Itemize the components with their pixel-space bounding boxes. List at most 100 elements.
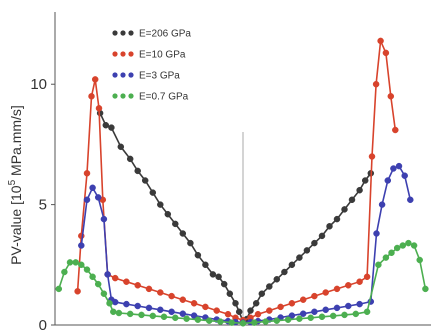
data-point: [141, 177, 149, 184]
legend-item: E=0.7 GPa: [112, 92, 189, 103]
data-point: [217, 318, 224, 325]
data-point: [202, 261, 209, 269]
data-point: [126, 155, 134, 163]
data-point: [252, 300, 260, 307]
series-lines: [55, 37, 429, 327]
legend-marker: [120, 72, 126, 78]
series-1: [96, 109, 375, 325]
data-point: [83, 266, 91, 273]
data-point: [368, 153, 376, 160]
data-point: [89, 184, 96, 192]
data-point: [104, 271, 111, 278]
legend-item: E=206 GPa: [112, 29, 191, 40]
data-point: [410, 242, 418, 249]
data-point: [273, 317, 281, 324]
data-point: [311, 292, 318, 300]
data-point: [254, 310, 262, 318]
data-point: [262, 318, 269, 325]
data-point: [333, 304, 341, 312]
series-3: [78, 162, 414, 326]
data-point: [345, 302, 352, 310]
series-4: [55, 239, 429, 327]
data-point: [326, 223, 333, 230]
y-tick-label: 0: [39, 317, 47, 334]
data-point: [288, 261, 296, 269]
data-point: [157, 289, 164, 296]
data-point: [407, 196, 414, 204]
data-point: [172, 220, 179, 228]
data-point: [108, 124, 115, 131]
data-point: [100, 290, 108, 297]
data-point: [399, 242, 407, 249]
data-point: [123, 300, 130, 308]
data-point: [235, 308, 243, 316]
legend-marker: [128, 51, 134, 57]
data-point: [179, 296, 187, 303]
data-point: [215, 273, 222, 281]
data-point: [311, 239, 318, 247]
data-point: [401, 172, 408, 179]
data-point: [277, 303, 284, 311]
data-point: [123, 278, 130, 285]
data-point: [187, 239, 194, 247]
data-point: [356, 300, 363, 308]
data-point: [117, 143, 125, 151]
data-point: [341, 206, 348, 213]
data-point: [356, 186, 363, 194]
data-point: [213, 307, 220, 314]
data-point: [168, 292, 175, 300]
legend-marker: [128, 72, 134, 78]
data-point: [296, 315, 303, 322]
legend-label: E=3 GPa: [139, 71, 180, 82]
data-point: [382, 49, 390, 57]
data-point: [345, 282, 352, 289]
y-tick-label: 10: [30, 76, 47, 93]
data-point: [377, 37, 384, 45]
data-point: [288, 300, 296, 307]
data-point: [190, 300, 198, 307]
data-point: [95, 105, 103, 112]
data-point: [194, 316, 202, 323]
data-point: [363, 273, 371, 281]
data-point: [100, 215, 108, 223]
data-point: [179, 230, 187, 237]
data-point: [78, 242, 85, 249]
data-point: [296, 254, 303, 261]
data-point: [111, 298, 119, 306]
legend-label: E=206 GPa: [139, 29, 191, 40]
data-point: [202, 303, 209, 311]
data-point: [134, 167, 141, 175]
data-point: [83, 196, 91, 204]
data-point: [393, 244, 401, 252]
data-point: [378, 201, 386, 208]
data-point: [341, 311, 348, 319]
data-point: [422, 285, 429, 293]
data-point: [149, 312, 157, 320]
data-point: [157, 306, 164, 314]
data-point: [395, 162, 403, 170]
y-axis-label: PV-value [105 MPa.mm/s]: [7, 105, 24, 265]
data-point: [303, 247, 311, 254]
data-point: [172, 314, 179, 322]
data-point: [83, 170, 91, 177]
data-point: [356, 278, 363, 285]
data-point: [232, 300, 239, 307]
data-point: [416, 256, 423, 264]
data-point: [160, 313, 168, 321]
data-point: [333, 285, 341, 293]
data-point: [239, 320, 247, 327]
data-point: [145, 285, 153, 293]
data-point: [363, 308, 371, 316]
legend: E=206 GPa E=10 GPa E=3 GPa E=0.7 GPa: [112, 29, 191, 103]
data-point: [183, 315, 190, 322]
legend-marker: [120, 93, 126, 99]
data-point: [228, 319, 235, 326]
data-point: [372, 80, 380, 88]
legend-marker: [120, 51, 126, 57]
legend-marker: [112, 51, 118, 57]
data-point: [226, 290, 234, 297]
series-line: [99, 112, 372, 323]
data-point: [281, 268, 288, 276]
legend-marker: [112, 72, 118, 78]
data-point: [273, 276, 281, 283]
